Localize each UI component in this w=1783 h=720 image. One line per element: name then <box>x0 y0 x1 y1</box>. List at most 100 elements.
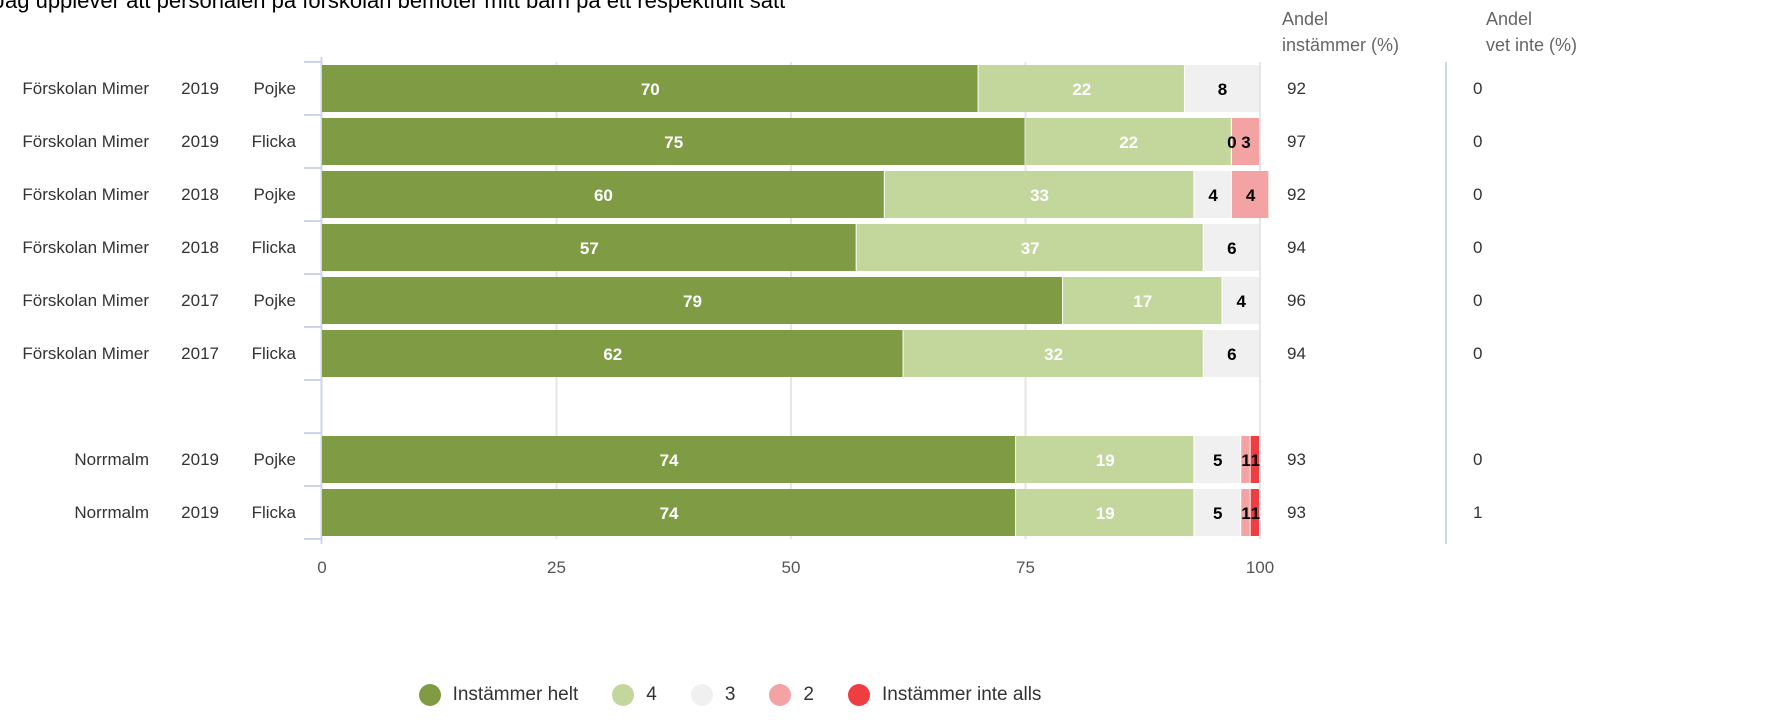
bar-segment <box>322 436 1016 483</box>
chart-title: Jag upplever att personalen på förskolan… <box>0 0 786 13</box>
bar-segment <box>884 171 1194 218</box>
bar-segment <box>1250 489 1259 536</box>
row-label-gender: Pojke <box>253 185 296 204</box>
row-label-year: 2019 <box>181 79 219 98</box>
legend-swatch-icon <box>690 684 713 706</box>
legend-swatch-icon <box>847 684 870 706</box>
row-label-year: 2019 <box>181 450 219 469</box>
bar-segment <box>1194 171 1231 218</box>
bar-segment <box>1250 436 1259 483</box>
andel-vet-inte-value: 0 <box>1473 238 1482 257</box>
bar-value-label: 22 <box>1119 133 1138 152</box>
bar-segment <box>1203 224 1259 271</box>
row-label-unit: Förskolan Mimer <box>22 238 149 257</box>
bar-value-label: 1 <box>1251 451 1260 470</box>
legend-label: 3 <box>724 684 736 705</box>
row-label-unit: Norrmalm <box>74 503 149 522</box>
x-tick-label: 100 <box>1246 558 1274 577</box>
row-label-year: 2017 <box>181 344 219 363</box>
bar-value-label: 33 <box>1030 186 1049 205</box>
legend-item[interactable]: 4 <box>612 684 657 706</box>
bar-segment <box>322 330 903 377</box>
bar-segment <box>322 489 1016 536</box>
andel-instammer-header-line1: Andel <box>1282 9 1329 29</box>
andel-vet-inte-header-line1: Andel <box>1486 9 1533 29</box>
row-label-year: 2018 <box>181 185 219 204</box>
legend-item[interactable]: Instämmer inte alls <box>847 684 1042 706</box>
row-label-gender: Pojke <box>253 450 296 469</box>
bar-value-label: 22 <box>1072 80 1091 99</box>
x-tick-label: 50 <box>782 558 801 577</box>
andel-instammer-value: 92 <box>1287 79 1306 98</box>
bar-segment <box>903 330 1203 377</box>
andel-vet-inte-value: 0 <box>1473 132 1482 151</box>
row-label-year: 2018 <box>181 238 219 257</box>
row-label-unit: Förskolan Mimer <box>22 79 149 98</box>
bar-segment <box>322 65 978 112</box>
bar-value-label: 5 <box>1213 451 1222 470</box>
andel-vet-inte-value: 1 <box>1473 503 1482 522</box>
bar-segment <box>1194 436 1241 483</box>
andel-instammer-header: Andel instämmer (%) <box>1282 6 1399 58</box>
row-label-gender: Flicka <box>252 344 297 363</box>
row-label-unit: Förskolan Mimer <box>22 185 149 204</box>
andel-vet-inte-header-line2: vet inte (%) <box>1486 35 1578 55</box>
legend-swatch-icon <box>612 684 635 706</box>
legend-item[interactable]: 3 <box>690 684 736 706</box>
andel-instammer-value: 94 <box>1287 238 1306 257</box>
legend-label: Instämmer inte alls <box>881 684 1042 705</box>
bar-segment <box>322 224 856 271</box>
bar-segment <box>978 65 1184 112</box>
bar-value-label: 4 <box>1246 186 1256 205</box>
bar-value-label: 74 <box>660 451 679 470</box>
bar-value-label: 79 <box>683 292 702 311</box>
andel-vet-inte-value: 0 <box>1473 344 1482 363</box>
x-tick-label: 25 <box>547 558 566 577</box>
bar-value-label: 57 <box>580 239 599 258</box>
bar-value-label: 4 <box>1208 186 1218 205</box>
legend-label: 4 <box>646 684 657 705</box>
andel-instammer-value: 92 <box>1287 185 1306 204</box>
bar-value-label: 19 <box>1096 451 1115 470</box>
bar-segment <box>322 118 1025 165</box>
andel-vet-inte-value: 0 <box>1473 450 1482 469</box>
bar-segment <box>1222 277 1259 324</box>
row-label-gender: Flicka <box>252 238 297 257</box>
bar-value-label: 75 <box>664 133 683 152</box>
andel-vet-inte-value: 0 <box>1473 291 1482 310</box>
legend-item[interactable]: 2 <box>769 684 814 706</box>
bar-value-label: 5 <box>1213 504 1222 523</box>
bar-segment <box>1194 489 1241 536</box>
bar-segment <box>1241 489 1250 536</box>
x-tick-label: 0 <box>317 558 326 577</box>
bar-value-label: 74 <box>660 504 679 523</box>
bar-value-label: 1 <box>1241 451 1250 470</box>
andel-instammer-header-line2: instämmer (%) <box>1282 35 1400 55</box>
bar-value-label: 6 <box>1227 239 1236 258</box>
bar-value-label: 32 <box>1044 345 1063 364</box>
legend-swatch-icon <box>418 684 441 706</box>
row-label-gender: Flicka <box>252 503 297 522</box>
row-label-gender: Pojke <box>253 79 296 98</box>
bar-segment <box>1016 489 1194 536</box>
bar-value-label: 3 <box>1241 133 1250 152</box>
bar-value-label: 1 <box>1241 504 1250 523</box>
andel-instammer-value: 97 <box>1287 132 1306 151</box>
x-tick-label: 75 <box>1016 558 1035 577</box>
bar-value-label: 19 <box>1096 504 1115 523</box>
bar-segment <box>1025 118 1231 165</box>
row-label-unit: Förskolan Mimer <box>22 344 149 363</box>
row-label-unit: Förskolan Mimer <box>22 291 149 310</box>
row-label-gender: Pojke <box>253 291 296 310</box>
legend-label: Instämmer helt <box>452 684 579 705</box>
andel-instammer-value: 93 <box>1287 503 1306 522</box>
bar-value-label: 0 <box>1227 133 1236 152</box>
bar-value-label: 60 <box>594 186 613 205</box>
legend-label: 2 <box>803 684 814 705</box>
row-label-unit: Förskolan Mimer <box>22 132 149 151</box>
bar-segment <box>1063 277 1222 324</box>
legend-item[interactable]: Instämmer helt <box>418 684 579 706</box>
bar-value-label: 6 <box>1227 345 1236 364</box>
andel-instammer-value: 96 <box>1287 291 1306 310</box>
